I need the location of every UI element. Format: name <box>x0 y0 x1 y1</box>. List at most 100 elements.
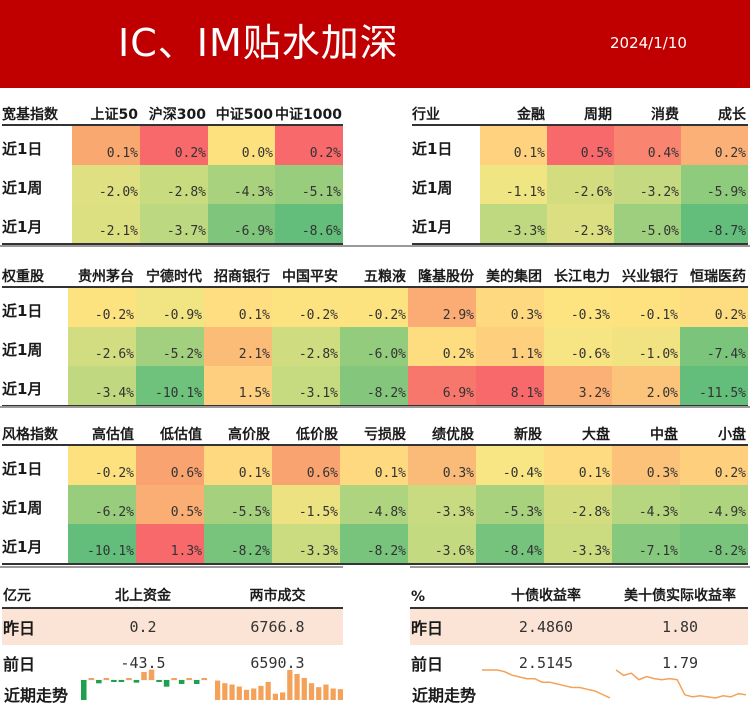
heatmap-cell: -6.9% <box>208 204 275 245</box>
heatmap-cell: -4.3% <box>208 165 275 204</box>
industry-table: 行业 金融 周期 消费 成长 近1日 0.1% 0.5% 0.4% 0.2% 近1周 -1.… <box>412 98 748 245</box>
row-label: 近1月 <box>412 204 480 245</box>
column-header: 恒瑞医药 <box>680 260 748 288</box>
table-row: 前日 2.5145 1.79 <box>410 645 748 681</box>
row-label: 近1周 <box>2 165 72 204</box>
heatmap-cell: -5.2% <box>136 327 204 366</box>
column-header: 消费 <box>614 98 681 126</box>
table-row: 近1月 -3.4% -10.1% 1.5% -3.1% -8.2% 6.9% 8.1% 3.2%… <box>2 366 748 407</box>
column-header: 北上资金 <box>74 576 212 609</box>
unit-label: 亿元 <box>2 576 74 609</box>
heatmap-cell: 3.2% <box>544 366 612 407</box>
column-header: 亏损股 <box>340 418 408 446</box>
heatmap-cell: -3.6% <box>408 524 476 565</box>
column-header: 中盘 <box>612 418 680 446</box>
heatmap-cell: -8.2% <box>340 524 408 565</box>
table-corner-label: 权重股 <box>2 260 68 288</box>
heatmap-cell: -0.2% <box>68 287 136 327</box>
heatmap-cell: -7.4% <box>680 327 748 366</box>
column-header: 大盘 <box>544 418 612 446</box>
heatmap-cell: -2.3% <box>547 204 614 245</box>
heatmap-cell: -3.7% <box>140 204 208 245</box>
heatmap-cell: 0.2% <box>680 445 748 485</box>
row-label: 近1日 <box>2 445 68 485</box>
report-date: 2024/1/10 <box>610 34 687 52</box>
heatmap-cell: -2.8% <box>140 165 208 204</box>
heatmap-cell: -11.5% <box>680 366 748 407</box>
cn10y-yield-sparkline <box>482 669 610 699</box>
heatmap-cell: -0.6% <box>544 327 612 366</box>
heatmap-cell: 2.0% <box>612 366 680 407</box>
heatmap-cell: -8.2% <box>680 524 748 565</box>
value-cell: 2.4860 <box>480 608 612 645</box>
column-header: 五粮液 <box>340 260 408 288</box>
turnover-sparkline <box>215 670 343 700</box>
column-header: 宁德时代 <box>136 260 204 288</box>
row-label: 近1周 <box>412 165 480 204</box>
heatmap-cell: -3.3% <box>544 524 612 565</box>
heatmap-cell: -5.9% <box>681 165 748 204</box>
heatmap-cell: -3.3% <box>480 204 547 245</box>
heatmap-cell: -6.2% <box>68 485 136 524</box>
heatmap-cell: -2.8% <box>544 485 612 524</box>
heatmap-cell: 0.2% <box>681 125 748 165</box>
table-row: 近1日 -0.2% 0.6% 0.1% 0.6% 0.1% 0.3% -0.4% 0.1% 0.3… <box>2 445 748 485</box>
heatmap-cell: -8.4% <box>476 524 544 565</box>
table-corner-label: 宽基指数 <box>2 98 72 126</box>
heatmap-cell: -5.1% <box>275 165 343 204</box>
row-label: 昨日 <box>2 608 74 645</box>
column-header: 成长 <box>681 98 748 126</box>
column-header: 低估值 <box>136 418 204 446</box>
heatmap-cell: -10.1% <box>68 524 136 565</box>
row-label: 前日 <box>3 655 36 674</box>
heatmap-cell: 0.5% <box>547 125 614 165</box>
column-header: 中国平安 <box>272 260 340 288</box>
column-header: 中证1000 <box>275 98 343 126</box>
heatmap-cell: -4.9% <box>680 485 748 524</box>
column-header: 隆基股份 <box>408 260 476 288</box>
section-divider <box>0 245 750 247</box>
section-divider <box>0 566 343 568</box>
table-corner-label: 风格指数 <box>2 418 68 446</box>
heatmap-cell: -1.1% <box>480 165 547 204</box>
column-header: 长江电力 <box>544 260 612 288</box>
value-cell: 1.79 <box>661 654 699 672</box>
heatmap-cell: -2.8% <box>272 327 340 366</box>
row-label: 近1月 <box>2 366 68 407</box>
heatmap-cell: 6.9% <box>408 366 476 407</box>
heatmap-cell: -5.0% <box>614 204 681 245</box>
value-cell: 2.5145 <box>518 654 574 672</box>
heatmap-cell: -0.3% <box>544 287 612 327</box>
heatmap-cell: 1.3% <box>136 524 204 565</box>
heatmap-cell: 0.1% <box>480 125 547 165</box>
heatmap-cell: 0.6% <box>136 445 204 485</box>
heatmap-cell: -2.6% <box>547 165 614 204</box>
column-header: 十债收益率 <box>480 576 612 609</box>
table-row: 近1月 -3.3% -2.3% -5.0% -8.7% <box>412 204 748 245</box>
column-header: 兴业银行 <box>612 260 680 288</box>
heatmap-cell: -2.6% <box>68 327 136 366</box>
heatmap-cell: -8.2% <box>340 366 408 407</box>
column-header: 小盘 <box>680 418 748 446</box>
heatmap-cell: -2.0% <box>72 165 140 204</box>
heatmap-cell: -3.2% <box>614 165 681 204</box>
column-header: 低价股 <box>272 418 340 446</box>
heatmap-cell: 0.2% <box>680 287 748 327</box>
heatmap-cell: -10.1% <box>136 366 204 407</box>
heatmap-cell: 1.1% <box>476 327 544 366</box>
column-header: 金融 <box>480 98 547 126</box>
table-row: 近1周 -6.2% 0.5% -5.5% -1.5% -4.8% -3.3% -5.3% -2.… <box>2 485 748 524</box>
heatmap-cell: -3.4% <box>68 366 136 407</box>
style-index-table: 风格指数 高估值 低估值 高价股 低价股 亏损股 绩优股 新股 大盘 中盘 小盘… <box>2 418 748 565</box>
heatmap-cell: -8.7% <box>681 204 748 245</box>
heatmap-cell: 0.2% <box>275 125 343 165</box>
heatmap-cell: 1.5% <box>204 366 272 407</box>
row-label: 近1周 <box>2 485 68 524</box>
northbound-sparkline <box>80 669 208 700</box>
page-title: IC、IM贴水加深 <box>118 21 399 65</box>
heatmap-cell: -3.1% <box>272 366 340 407</box>
heatmap-cell: 0.1% <box>340 445 408 485</box>
heatmap-cell: -1.0% <box>612 327 680 366</box>
heatmap-cell: 0.5% <box>136 485 204 524</box>
value-cell: 6590.3 <box>250 654 305 672</box>
